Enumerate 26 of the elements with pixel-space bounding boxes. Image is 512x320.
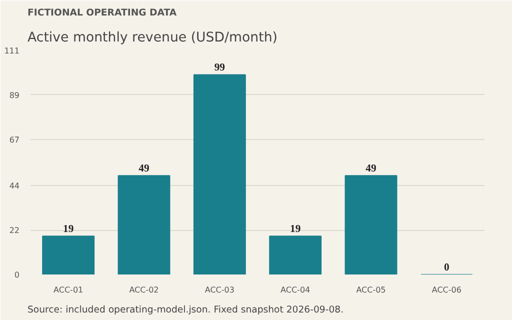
x-tick-label: ACC-04 — [280, 286, 310, 294]
y-tick-label: 0 — [14, 270, 20, 280]
y-tick-label: 111 — [4, 46, 20, 56]
y-tick-label: 44 — [9, 182, 20, 191]
bar — [269, 236, 322, 274]
data-label: 0 — [444, 262, 450, 274]
bar — [118, 175, 170, 274]
bar — [344, 175, 398, 274]
x-tick-label: ACC-02 — [129, 286, 159, 294]
y-tick-label: 22 — [9, 226, 20, 236]
x-tick-label: ACC-01 — [54, 286, 84, 294]
text: FICTIONAL OPERATING DATA — [28, 8, 178, 18]
data-label: 99 — [214, 62, 225, 74]
x-tick-label: ACC-06 — [432, 286, 462, 294]
data-label: 49 — [138, 164, 150, 175]
source-note: Source: included operating-model.json. Fixed snapshot 2026-09-08. — [28, 304, 344, 316]
bar — [193, 74, 246, 274]
chart-subtitle: Active monthly revenue (USD/month) — [28, 30, 278, 46]
bar — [42, 236, 95, 274]
y-tick-label: 89 — [9, 90, 20, 100]
data-label: 49 — [366, 164, 376, 175]
x-tick-label: ACC-05 — [356, 286, 386, 294]
y-tick-label: 67 — [9, 135, 20, 144]
x-tick-label: ACC-03 — [204, 286, 234, 294]
data-label: 19 — [63, 224, 74, 236]
data-label: 19 — [290, 224, 301, 236]
